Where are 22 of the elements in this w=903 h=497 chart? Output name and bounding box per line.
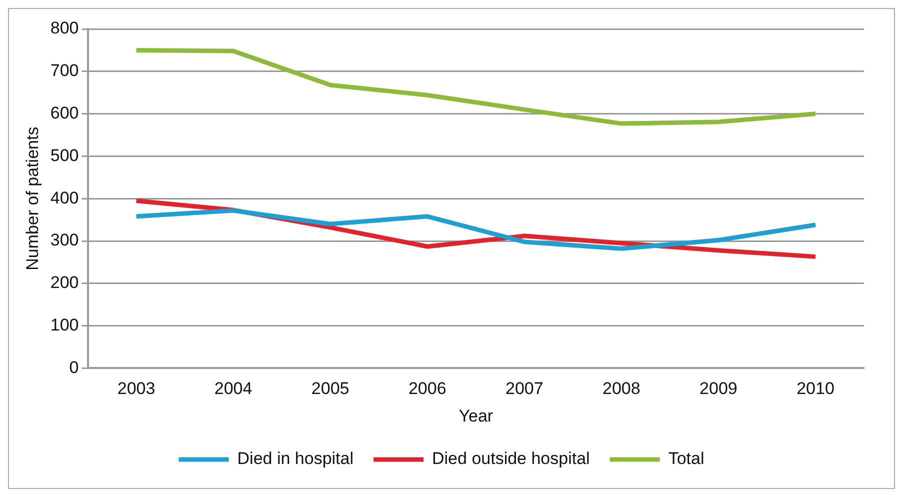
y-tick-label: 400 [50, 188, 79, 208]
y-tick-label: 500 [50, 146, 79, 165]
y-tick-label: 700 [50, 61, 79, 80]
y-tick-label: 600 [50, 103, 79, 122]
y-axis-title: Number of patients [22, 126, 42, 270]
x-tick-label: 2006 [408, 379, 446, 398]
x-tick-label: 2009 [700, 379, 738, 398]
legend-label: Died in hospital [237, 449, 354, 468]
x-tick-label: 2010 [796, 379, 834, 398]
x-tick-label: 2007 [505, 379, 544, 398]
x-tick-label: 2003 [117, 379, 156, 398]
x-tick-label: 2005 [311, 379, 350, 398]
y-tick-label: 800 [50, 18, 79, 38]
x-axis-title: Year [458, 406, 494, 426]
y-tick-label: 200 [50, 273, 79, 292]
x-tick-label: 2004 [214, 379, 252, 398]
legend-label: Total [668, 449, 704, 468]
x-tick-label: 2008 [602, 379, 640, 398]
y-tick-label: 300 [50, 230, 79, 250]
y-tick-label: 100 [50, 315, 79, 334]
y-tick-label: 0 [69, 358, 79, 377]
legend-label: Died outside hospital [432, 449, 590, 468]
